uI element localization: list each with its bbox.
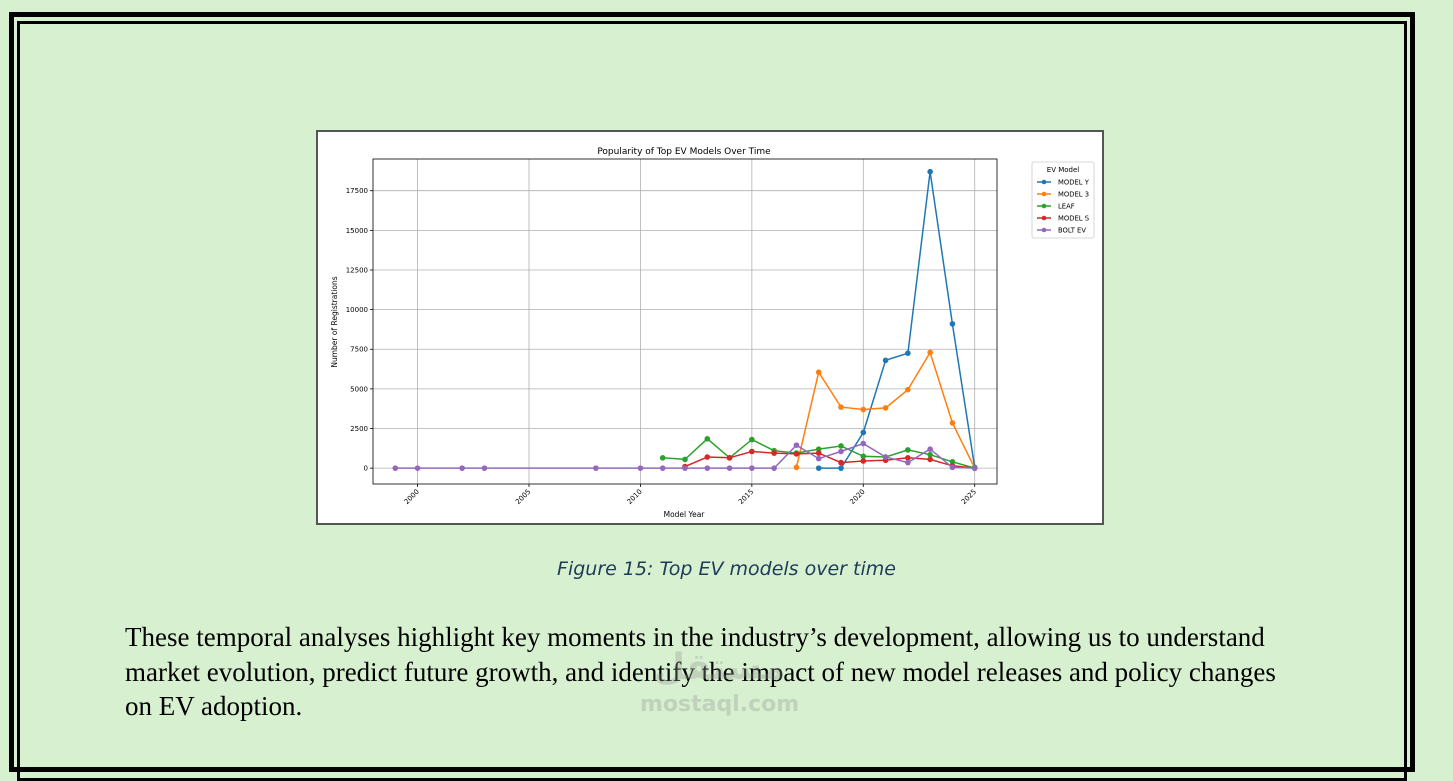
y-tick-label: 7500 bbox=[350, 346, 368, 354]
data-point-bolt-ev bbox=[882, 454, 889, 460]
figure-caption: Figure 15: Top EV models over time bbox=[557, 558, 896, 580]
x-tick-label: 2015 bbox=[737, 488, 755, 506]
data-point-model-s bbox=[838, 459, 844, 466]
data-point-bolt-ev bbox=[659, 465, 666, 471]
data-point-model-s bbox=[815, 450, 822, 456]
data-point-model-s bbox=[771, 450, 777, 456]
grid bbox=[373, 159, 997, 484]
legend-label-model-3: MODEL 3 bbox=[1058, 190, 1089, 198]
plot-area-frame bbox=[372, 158, 998, 485]
data-point-bolt-ev bbox=[815, 455, 822, 462]
data-point-model-s bbox=[749, 448, 755, 455]
legend-title: EV Model bbox=[1047, 166, 1080, 174]
data-point-bolt-ev bbox=[682, 465, 688, 471]
data-point-bolt-ev bbox=[414, 465, 421, 471]
x-tick-label: 2005 bbox=[514, 488, 532, 506]
x-tick-label: 2000 bbox=[403, 488, 421, 506]
data-point-model-3 bbox=[949, 420, 956, 426]
data-point-model-y bbox=[815, 465, 822, 471]
legend-marker-bolt-ev bbox=[1041, 227, 1047, 233]
x-axis-label: Model Year bbox=[664, 510, 706, 519]
data-point-bolt-ev bbox=[726, 465, 733, 471]
data-point-leaf bbox=[905, 447, 911, 453]
data-point-model-3 bbox=[905, 386, 911, 393]
data-point-bolt-ev bbox=[927, 446, 933, 452]
x-tick-label: 2010 bbox=[626, 488, 644, 506]
data-point-leaf bbox=[704, 436, 711, 442]
data-point-model-s bbox=[905, 455, 911, 461]
data-point-bolt-ev bbox=[749, 465, 755, 471]
y-tick-label: 5000 bbox=[350, 385, 368, 393]
y-axis-label: Number of Registrations bbox=[330, 276, 339, 367]
data-point-model-3 bbox=[838, 404, 844, 410]
legend-label-model-s: MODEL S bbox=[1058, 214, 1089, 222]
legend-box bbox=[1031, 161, 1095, 239]
data-point-model-3 bbox=[860, 406, 867, 413]
y-tick-label: 12500 bbox=[346, 266, 368, 274]
legend-marker-model-s bbox=[1041, 215, 1047, 221]
data-point-bolt-ev bbox=[949, 464, 956, 471]
data-point-bolt-ev bbox=[481, 465, 488, 471]
data-point-leaf bbox=[659, 455, 666, 461]
data-point-model-y bbox=[860, 429, 867, 436]
data-point-model-s bbox=[927, 456, 933, 463]
data-point-model-y bbox=[882, 357, 889, 364]
data-point-bolt-ev bbox=[905, 459, 911, 466]
data-point-leaf bbox=[815, 446, 822, 452]
data-point-model-s bbox=[726, 455, 733, 461]
data-point-model-3 bbox=[793, 464, 800, 471]
data-point-leaf bbox=[838, 443, 844, 449]
data-point-model-y bbox=[927, 168, 933, 175]
data-point-bolt-ev bbox=[392, 465, 399, 471]
legend-marker-leaf bbox=[1041, 203, 1047, 209]
legend-label-leaf: LEAF bbox=[1058, 202, 1075, 210]
data-point-bolt-ev bbox=[793, 442, 800, 448]
data-point-model-s bbox=[704, 454, 711, 460]
data-point-bolt-ev bbox=[860, 440, 867, 447]
data-point-bolt-ev bbox=[971, 465, 978, 471]
legend-label-bolt-ev: BOLT EV bbox=[1058, 226, 1086, 234]
data-point-leaf bbox=[682, 456, 688, 463]
data-point-leaf bbox=[949, 459, 956, 465]
series-line-model-s bbox=[684, 450, 975, 469]
legend-marker-model-3 bbox=[1041, 191, 1047, 197]
body-paragraph: These temporal analyses highlight key mo… bbox=[125, 622, 1276, 721]
data-point-leaf bbox=[860, 453, 867, 460]
data-point-bolt-ev bbox=[771, 465, 777, 471]
data-point-bolt-ev bbox=[637, 465, 644, 471]
data-point-model-3 bbox=[815, 369, 822, 376]
data-point-bolt-ev bbox=[838, 448, 844, 455]
data-point-model-y bbox=[838, 465, 844, 471]
y-tick-label: 15000 bbox=[346, 227, 368, 235]
data-point-model-s bbox=[860, 458, 867, 464]
y-tick-label: 2500 bbox=[350, 425, 368, 433]
y-tick-label: 17500 bbox=[346, 187, 368, 195]
data-point-bolt-ev bbox=[593, 465, 599, 471]
data-point-leaf bbox=[749, 436, 755, 443]
x-tick-label: 2020 bbox=[848, 488, 866, 506]
data-point-model-y bbox=[905, 350, 911, 357]
data-point-model-3 bbox=[882, 405, 889, 411]
legend-marker-model-y bbox=[1041, 179, 1047, 185]
data-point-model-s bbox=[793, 451, 800, 457]
data-point-leaf bbox=[927, 451, 933, 458]
chart-figure: 2000 2005 2010 2015 2020 2025 0 2500 5000 7500 100… bbox=[316, 130, 1104, 525]
chart-title: Popularity of Top EV Models Over Time bbox=[597, 147, 771, 157]
data-point-bolt-ev bbox=[704, 465, 711, 471]
data-point-model-3 bbox=[927, 349, 933, 356]
y-tick-label: 10000 bbox=[346, 306, 368, 314]
series-lines bbox=[392, 168, 978, 471]
data-point-model-y bbox=[949, 321, 956, 327]
y-tick-label: 0 bbox=[364, 465, 368, 473]
x-tick-label: 2025 bbox=[960, 488, 978, 506]
legend-label-model-y: MODEL Y bbox=[1058, 178, 1090, 186]
data-point-bolt-ev bbox=[459, 465, 465, 471]
legend: EV Model MODEL Y MODEL 3 LEAF MODEL S BOLT E… bbox=[1031, 161, 1095, 239]
line-chart: 2000 2005 2010 2015 2020 2025 0 2500 5000 7500 100… bbox=[330, 147, 1095, 519]
